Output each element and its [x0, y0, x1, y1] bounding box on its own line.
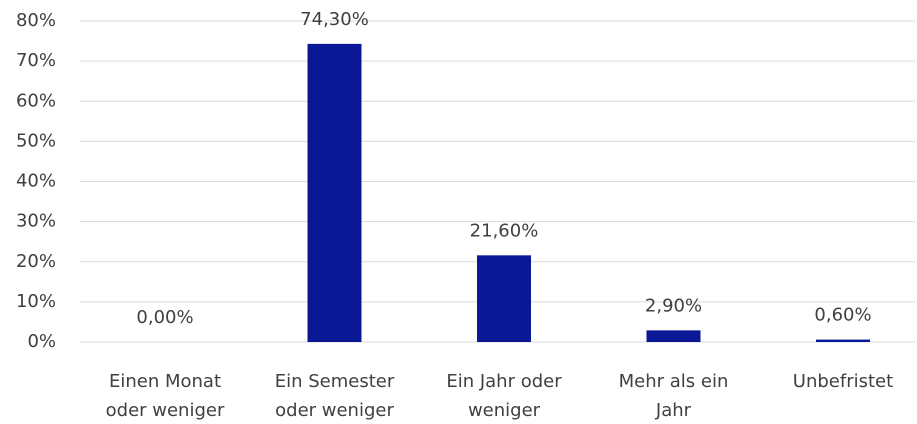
y-tick-label: 50% [16, 130, 56, 151]
x-tick-label: weniger [468, 400, 541, 421]
bar [477, 255, 531, 342]
y-tick-label: 10% [16, 291, 56, 312]
x-tick-label: Ein Semester [275, 371, 395, 392]
bar [307, 43, 362, 343]
data-label: 21,60% [470, 220, 539, 241]
y-tick-label: 60% [16, 90, 56, 111]
x-tick-label: Unbefristet [793, 371, 893, 392]
y-tick-label: 0% [27, 331, 56, 352]
x-tick-label: Jahr [655, 400, 692, 421]
data-label: 2,90% [645, 295, 702, 316]
x-tick-label: oder weniger [275, 400, 394, 421]
x-tick-label: oder weniger [106, 400, 225, 421]
y-tick-label: 30% [16, 211, 56, 232]
data-label: 0,60% [814, 305, 871, 326]
y-tick-label: 70% [16, 50, 56, 71]
y-tick-label: 80% [16, 10, 56, 31]
x-tick-label: Mehr als ein [619, 371, 729, 392]
x-tick-label: Ein Jahr oder [446, 371, 562, 392]
bar [646, 330, 701, 342]
y-tick-label: 20% [16, 251, 56, 272]
x-tick-label: Einen Monat [109, 371, 221, 392]
y-tick-label: 40% [16, 171, 56, 192]
data-label: 0,00% [136, 307, 193, 328]
bar [816, 339, 870, 342]
data-label: 74,30% [300, 9, 369, 30]
